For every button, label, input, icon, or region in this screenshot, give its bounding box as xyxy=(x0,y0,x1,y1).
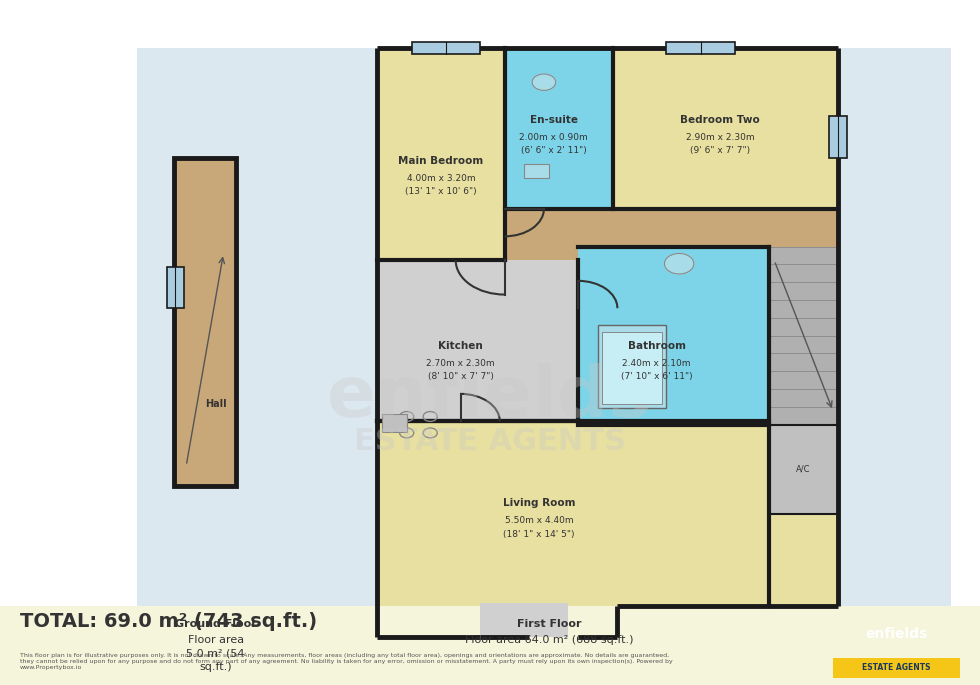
Text: ESTATE AGENTS: ESTATE AGENTS xyxy=(354,427,626,456)
Text: First Floor: First Floor xyxy=(516,619,581,629)
Text: Floor area: Floor area xyxy=(187,634,244,645)
Bar xyxy=(167,267,184,308)
Text: (18' 1" x 14' 5"): (18' 1" x 14' 5") xyxy=(504,530,574,539)
Text: ESTATE AGENTS: ESTATE AGENTS xyxy=(862,663,931,673)
Bar xyxy=(666,42,735,54)
Bar xyxy=(829,116,847,158)
Text: 2.70m x 2.30m: 2.70m x 2.30m xyxy=(426,358,495,368)
Bar xyxy=(769,247,838,425)
Bar xyxy=(412,42,480,54)
Text: (13' 1" x 10' 6"): (13' 1" x 10' 6") xyxy=(405,187,477,197)
Text: 5.50m x 4.40m: 5.50m x 4.40m xyxy=(505,516,573,525)
Bar xyxy=(174,158,236,486)
Bar xyxy=(598,325,666,408)
Text: Bedroom Two: Bedroom Two xyxy=(680,115,760,125)
Bar xyxy=(829,116,847,158)
Bar xyxy=(612,48,838,209)
Bar xyxy=(382,414,407,432)
Bar xyxy=(666,42,735,54)
Text: This floor plan is for illustrative purposes only. It is not drawn to scale. Any: This floor plan is for illustrative purp… xyxy=(20,653,672,670)
Text: (9' 6" x 7' 7"): (9' 6" x 7' 7") xyxy=(690,146,751,155)
Text: En-suite: En-suite xyxy=(530,115,577,125)
Bar xyxy=(602,332,662,404)
Bar xyxy=(137,48,951,610)
Text: 5.0 m² (54: 5.0 m² (54 xyxy=(186,648,245,658)
Bar xyxy=(0,606,980,685)
Text: (7' 10" x 6' 11"): (7' 10" x 6' 11") xyxy=(620,372,693,382)
Bar xyxy=(377,260,578,421)
Circle shape xyxy=(532,74,556,90)
Text: 2.40m x 2.10m: 2.40m x 2.10m xyxy=(622,358,691,368)
Bar xyxy=(505,48,612,209)
Bar xyxy=(578,247,769,425)
Bar xyxy=(524,164,549,178)
Bar xyxy=(480,603,568,637)
Text: Living Room: Living Room xyxy=(503,499,575,508)
Bar xyxy=(174,158,236,486)
Text: TOTAL: 69.0 m² (743 sq.ft.): TOTAL: 69.0 m² (743 sq.ft.) xyxy=(20,612,317,631)
Bar xyxy=(377,48,598,260)
Text: enfields: enfields xyxy=(327,363,653,432)
Circle shape xyxy=(664,253,694,274)
Bar xyxy=(505,209,838,397)
Text: Kitchen: Kitchen xyxy=(438,341,483,351)
Bar xyxy=(377,421,838,606)
Bar xyxy=(167,267,184,308)
Text: sq.ft.): sq.ft.) xyxy=(199,662,232,672)
Text: (8' 10" x 7' 7"): (8' 10" x 7' 7") xyxy=(427,372,494,382)
Bar xyxy=(769,425,838,514)
Bar xyxy=(769,425,838,514)
Bar xyxy=(412,42,480,54)
Text: 2.90m x 2.30m: 2.90m x 2.30m xyxy=(686,132,755,142)
Text: A/C: A/C xyxy=(797,464,810,474)
Text: 4.00m x 3.20m: 4.00m x 3.20m xyxy=(407,173,475,183)
Text: Bathroom: Bathroom xyxy=(627,341,686,351)
Text: Hall: Hall xyxy=(205,399,226,409)
Bar xyxy=(833,658,960,678)
Text: Floor area 64.0 m² (688 sq.ft.): Floor area 64.0 m² (688 sq.ft.) xyxy=(465,634,633,645)
Bar xyxy=(181,240,228,479)
Text: Main Bedroom: Main Bedroom xyxy=(399,156,483,166)
Text: Ground Floor: Ground Floor xyxy=(174,619,257,629)
Text: 2.00m x 0.90m: 2.00m x 0.90m xyxy=(519,132,588,142)
Text: enfields: enfields xyxy=(865,627,928,640)
Text: (6' 6" x 2' 11"): (6' 6" x 2' 11") xyxy=(520,146,587,155)
